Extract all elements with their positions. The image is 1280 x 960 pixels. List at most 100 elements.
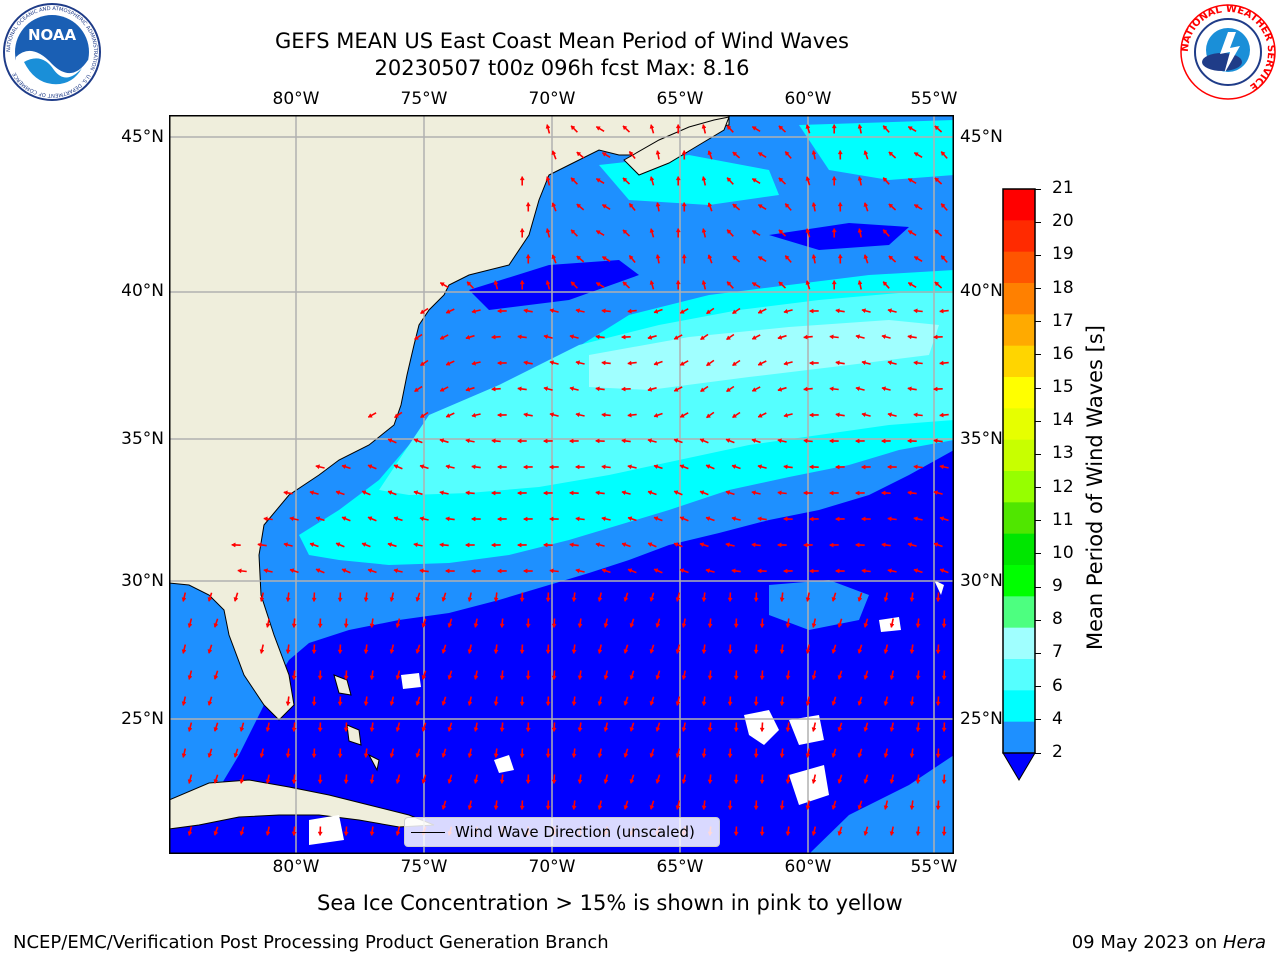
wave-direction-arrowhead [523,412,528,418]
colorbar-tick-mark [1035,288,1041,290]
wave-direction-arrowhead [732,309,737,314]
colorbar-tick-mark [1035,686,1041,688]
wave-direction-arrowhead [887,464,892,470]
wave-direction-arrowhead [439,335,445,340]
wave-direction-arrowhead [259,597,265,602]
wave-direction-arrowhead [525,779,531,784]
wave-direction-arrowhead [545,805,551,810]
wave-direction-arrowhead [447,623,453,628]
wave-direction-arrowhead [601,308,606,314]
wave-direction-arrowhead [653,568,659,574]
wave-direction-arrowhead [732,413,737,418]
wind-wave-direction-field [181,124,949,836]
wave-direction-arrowhead [649,228,655,233]
wave-direction-arrowhead [441,649,447,654]
wave-direction-arrowhead [387,438,393,444]
wave-direction-arrowhead [732,203,738,209]
wave-direction-arrowhead [811,254,817,259]
wave-direction-arrowhead [317,779,323,784]
wave-direction-arrowhead [863,727,869,732]
wave-direction-arrowhead [621,438,626,444]
wave-direction-arrowhead [369,779,375,784]
colorbar-segment [1003,659,1035,691]
wave-direction-arrowhead [343,623,349,628]
wave-direction-arrowhead [493,805,499,810]
wave-direction-arrowhead [569,490,574,496]
wave-direction-arrowhead [545,176,551,181]
wave-direction-arrowhead [577,727,583,732]
wave-direction-arrowhead [465,386,471,392]
wave-direction-arrowhead [889,675,895,680]
wave-direction-arrowhead [413,490,419,496]
wave-direction-arrowhead [471,568,476,574]
graticule [169,115,954,854]
colorbar-extend-arrow [1002,752,1036,781]
wave-direction-arrowhead [888,255,894,261]
footer-date: 09 May 2023 on [1071,932,1223,953]
wave-direction-arrowhead [213,831,219,836]
colorbar-segment [1003,408,1035,441]
wave-direction-arrowhead [595,126,601,131]
wave-direction-arrowhead [863,831,869,836]
wave-direction-arrowhead [777,386,783,392]
wave-direction-arrowhead [543,438,548,444]
wave-direction-arrowhead [725,490,731,496]
wave-direction-arrowhead [887,568,892,574]
wave-direction-arrowhead [805,124,811,129]
x-tick-bottom: 75°W [400,857,448,877]
wave-direction-arrowhead [445,309,451,314]
wave-direction-arrowhead [783,568,788,574]
wave-direction-arrowhead [649,805,655,810]
masked-area [309,580,944,845]
wave-direction-arrowhead [419,568,424,574]
wave-direction-arrowhead [855,542,860,548]
wave-direction-arrowhead [701,124,707,129]
map-legend: Wind Wave Direction (unscaled) [404,817,720,847]
wave-direction-arrowhead [473,727,479,732]
wave-direction-arrowhead [907,230,913,235]
wave-direction-arrowhead [499,727,505,732]
wave-direction-arrowhead [835,308,840,314]
footer-left: NCEP/EMC/Verification Post Processing Pr… [13,932,609,953]
wave-direction-arrowhead [835,568,840,574]
colorbar-tick-label: 12 [1052,476,1074,497]
wave-direction-arrowhead [187,779,193,784]
wave-direction-arrowhead [705,464,711,470]
colorbar-segment [1003,596,1035,629]
wave-direction-arrowhead [491,542,496,548]
wave-direction-arrowhead [519,805,525,810]
wave-direction-arrowhead [805,228,811,233]
wave-direction-arrowhead [837,675,843,680]
wave-direction-arrowhead [777,438,782,444]
wave-direction-arrowhead [757,152,763,157]
wave-direction-arrowhead [341,516,347,521]
wave-direction-arrowhead [933,386,938,392]
wave-direction-arrowhead [623,805,629,810]
colorbar-segment [1003,471,1035,503]
chart-title: GEFS MEAN US East Coast Mean Period of W… [275,29,849,53]
wave-direction-arrowhead [595,490,600,496]
wave-direction-arrowhead [315,464,321,470]
wave-direction-arrowhead [395,727,401,732]
wave-direction-arrowhead [549,412,555,418]
wave-direction-arrowhead [829,490,834,496]
wave-direction-arrowhead [700,335,705,340]
wave-direction-arrowhead [753,701,759,706]
wave-direction-arrowhead [855,490,860,496]
wave-direction-arrowhead [675,280,681,285]
wave-direction-arrowhead [779,805,785,810]
wave-direction-arrowhead [395,779,401,784]
x-tick-bottom: 80°W [272,857,320,877]
wave-direction-arrowhead [569,542,574,548]
wave-direction-arrowhead [523,308,528,314]
colorbar-tick-mark [1035,188,1041,190]
colorbar-segment [1003,565,1035,597]
wave-direction-arrowhead [939,464,944,470]
wave-direction-arrowhead [913,256,919,261]
wave-direction-arrowhead [647,438,653,444]
wave-direction-arrowhead [861,360,867,366]
y-tick-right: 35°N [960,429,1003,449]
wave-direction-arrowhead [545,228,551,233]
wave-direction-arrowhead [361,542,367,547]
wave-direction-arrowhead [439,282,445,287]
